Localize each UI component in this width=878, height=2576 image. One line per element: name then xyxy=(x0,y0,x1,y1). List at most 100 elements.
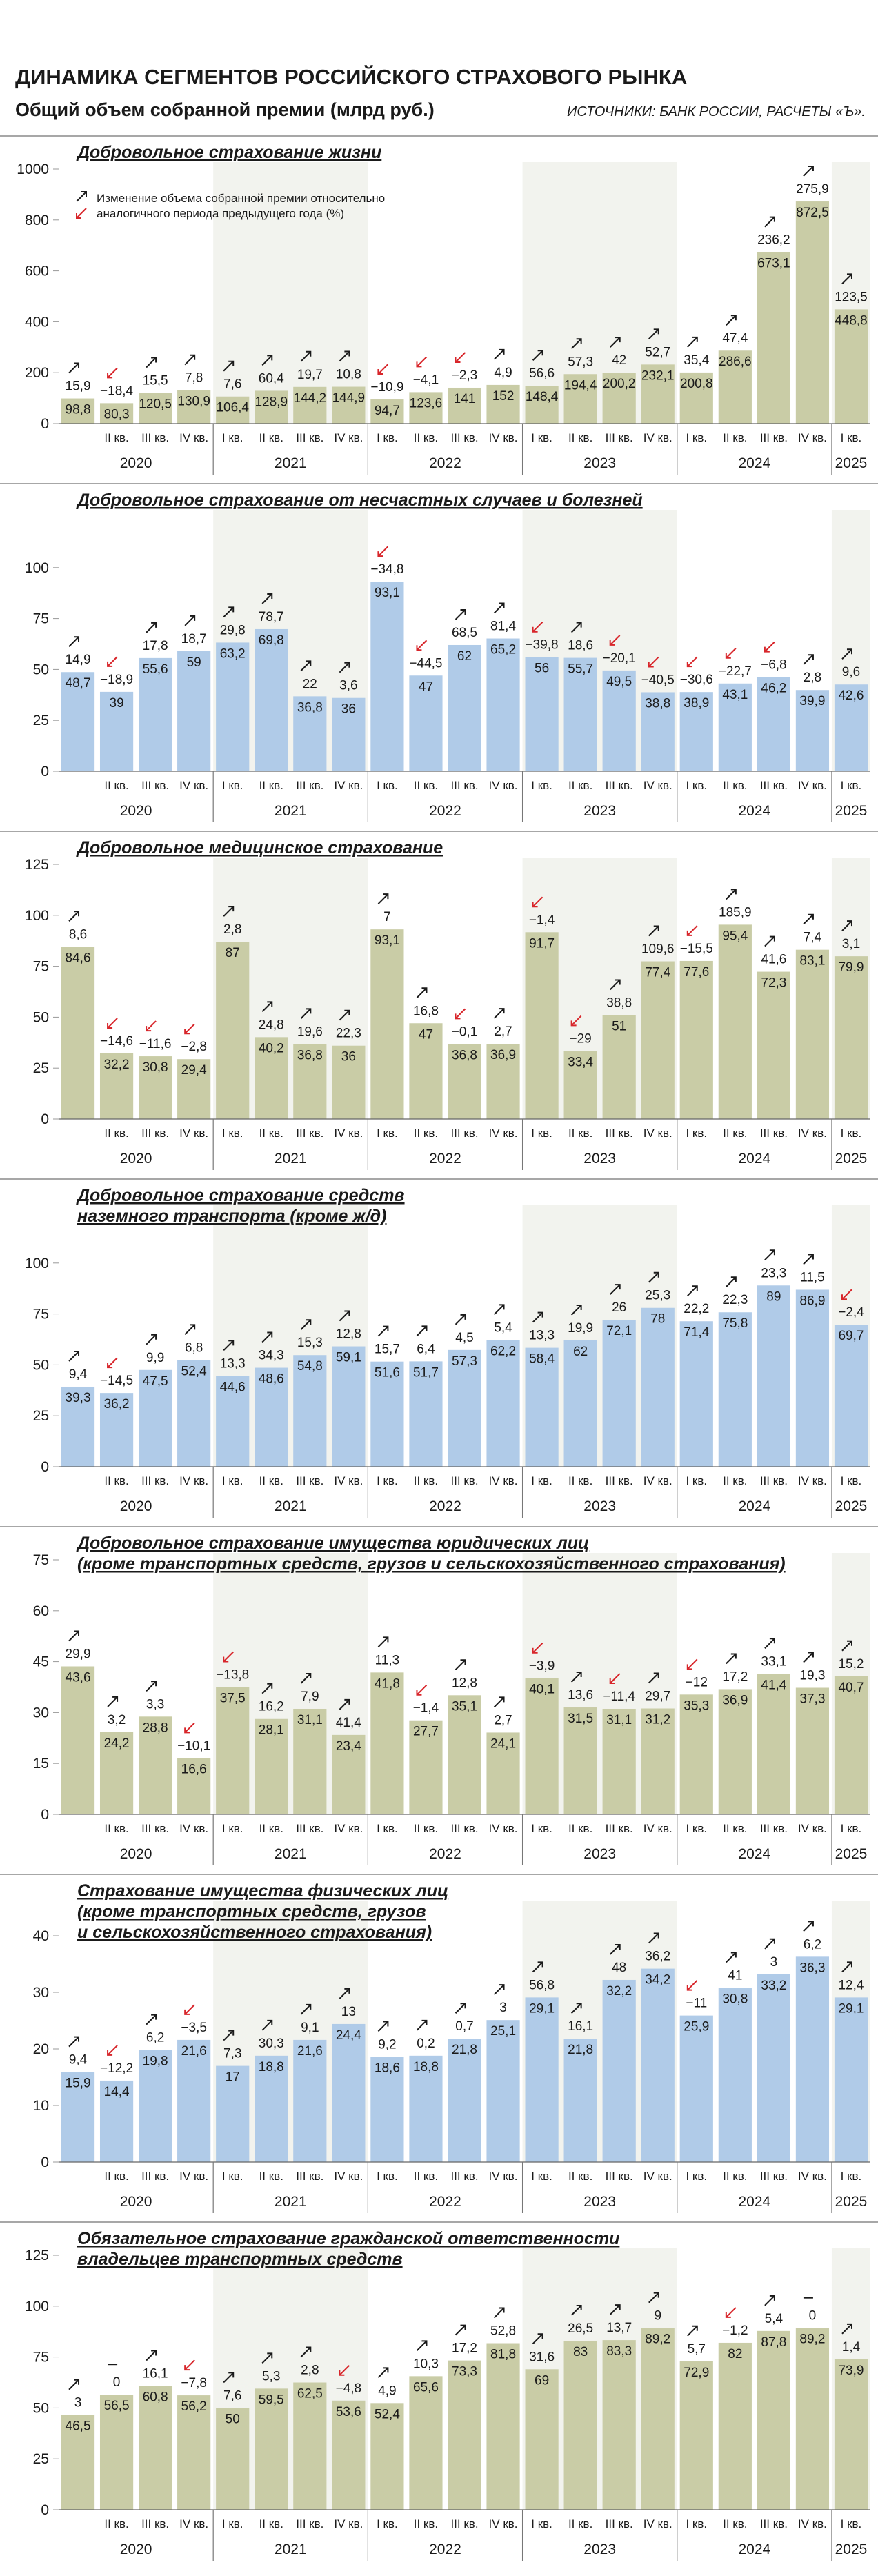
y-tick-label: 125 xyxy=(25,857,49,873)
year-label: 2020 xyxy=(120,455,152,471)
change-label: 16,2 xyxy=(259,1700,284,1714)
change-label: −0,1 xyxy=(452,1024,478,1039)
value-label: 25,9 xyxy=(684,2020,709,2034)
bar xyxy=(332,1346,366,1467)
value-label: 25,1 xyxy=(490,2024,516,2039)
change-label: −13,8 xyxy=(216,1668,249,1683)
value-label: 141 xyxy=(454,392,476,406)
change-arrow xyxy=(223,606,235,618)
chart-title: Добровольное страхование от несчастных с… xyxy=(76,491,643,510)
change-label: 2,7 xyxy=(494,1024,512,1039)
x-tick-label: I кв. xyxy=(531,431,552,444)
x-tick-label: II кв. xyxy=(414,2517,438,2530)
change-arrow xyxy=(339,1009,350,1021)
x-tick-label: IV кв. xyxy=(798,1127,827,1140)
value-label: 28,8 xyxy=(143,1721,168,1735)
change-arrow xyxy=(184,1722,195,1734)
change-label: 5,3 xyxy=(262,2369,280,2384)
value-label: 35,3 xyxy=(684,1698,709,1713)
x-tick-label: II кв. xyxy=(568,2170,592,2183)
bar xyxy=(216,1687,250,1814)
x-tick-label: I кв. xyxy=(377,2517,398,2530)
change-label: 9 xyxy=(654,2309,661,2324)
change-arrow xyxy=(455,352,466,363)
x-tick-label: IV кв. xyxy=(334,1822,363,1835)
change-arrow xyxy=(764,1249,775,1260)
change-label: 6,8 xyxy=(185,1340,203,1355)
y-tick-label: 15 xyxy=(33,1756,49,1772)
x-tick-label: I кв. xyxy=(531,2517,552,2530)
change-arrow xyxy=(841,273,852,285)
value-label: 44,6 xyxy=(220,1380,246,1394)
bar xyxy=(216,396,250,424)
value-label: 36,3 xyxy=(799,1961,825,1975)
change-arrow xyxy=(107,1696,119,1707)
x-tick-label: II кв. xyxy=(414,2170,438,2183)
bar xyxy=(795,949,830,1119)
change-arrow xyxy=(223,2030,235,2041)
change-label: 33,1 xyxy=(761,1654,786,1669)
change-arrow xyxy=(377,364,389,375)
value-label: 69,8 xyxy=(259,633,284,648)
change-arrow xyxy=(339,2365,350,2376)
bar xyxy=(177,651,211,771)
change-arrow xyxy=(68,1630,80,1642)
year-label: 2023 xyxy=(583,455,616,471)
change-arrow xyxy=(570,622,582,633)
change-arrow xyxy=(803,1921,814,1932)
change-label: 18,7 xyxy=(181,632,207,646)
chart-panel: 0 10 20 30 40 Страхование имущества физически… xyxy=(0,1874,878,2213)
x-tick-label: III кв. xyxy=(760,2170,788,2183)
y-tick-label: 50 xyxy=(33,2400,49,2416)
value-label: 62,5 xyxy=(297,2387,323,2401)
bar xyxy=(795,201,830,424)
source: ИСТОЧНИКИ: БАНК РОССИИ, РАСЧЕТЫ «Ъ». xyxy=(567,104,866,119)
x-tick-label: III кв. xyxy=(450,1822,478,1835)
value-label: 71,4 xyxy=(684,1325,709,1340)
x-tick-label: IV кв. xyxy=(179,1127,208,1140)
x-tick-label: IV кв. xyxy=(798,431,827,444)
change-arrow xyxy=(609,979,621,991)
value-label: 144,9 xyxy=(332,391,366,406)
chart-title: Добровольное страхование средств xyxy=(76,1186,405,1205)
bar xyxy=(563,2039,597,2162)
bar xyxy=(409,1720,443,1814)
change-arrow xyxy=(146,357,157,368)
x-tick-label: IV кв. xyxy=(334,779,363,792)
value-label: 89,2 xyxy=(799,2332,825,2347)
x-tick-label: III кв. xyxy=(450,431,478,444)
year-label: 2024 xyxy=(738,803,770,819)
value-label: 30,8 xyxy=(722,1992,748,2006)
value-label: 87 xyxy=(226,946,240,960)
bar xyxy=(332,386,366,424)
bar xyxy=(679,1694,713,1814)
chart-title: и сельскохозяйственного страхования) xyxy=(77,1923,432,1942)
change-label: 3,3 xyxy=(146,1697,164,1712)
change-arrow xyxy=(841,920,852,931)
value-label: 33,2 xyxy=(761,1979,786,1993)
x-tick-label: I кв. xyxy=(686,1474,707,1487)
x-tick-label: II кв. xyxy=(568,1822,592,1835)
value-label: 93,1 xyxy=(375,586,400,600)
change-arrow xyxy=(687,2325,698,2337)
year-label: 2024 xyxy=(738,2194,770,2210)
change-arrow xyxy=(841,1961,852,1973)
change-arrow xyxy=(493,1984,505,1995)
year-label: 2022 xyxy=(429,803,461,819)
value-label: 38,8 xyxy=(645,696,670,711)
value-label: 55,6 xyxy=(143,662,168,677)
value-label: 31,2 xyxy=(645,1712,670,1727)
x-tick-label: IV кв. xyxy=(489,1127,518,1140)
x-tick-label: I кв. xyxy=(686,2170,707,2183)
bar xyxy=(61,2072,95,2162)
value-label: 40,2 xyxy=(259,1041,284,1056)
value-label: 21,8 xyxy=(452,2043,477,2057)
change-arrow xyxy=(609,2304,621,2315)
year-label: 2021 xyxy=(275,803,307,819)
value-label: 28,1 xyxy=(259,1723,284,1738)
change-arrow xyxy=(107,2045,118,2056)
bar xyxy=(641,1708,675,1814)
change-label: −11,6 xyxy=(139,1037,172,1051)
bar xyxy=(139,1369,172,1467)
x-tick-label: IV кв. xyxy=(179,1822,208,1835)
